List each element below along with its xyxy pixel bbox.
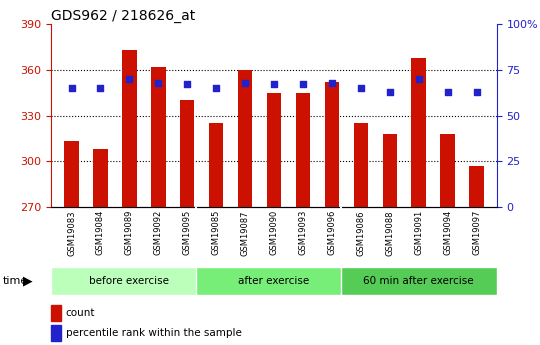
Bar [325,82,339,207]
Point [299,82,307,87]
Text: GSM19094: GSM19094 [443,210,452,255]
Point [414,76,423,82]
Point [183,82,192,87]
Point [96,85,105,91]
Text: before exercise: before exercise [90,276,170,286]
Point [270,82,279,87]
Bar [64,141,79,207]
Point [125,76,134,82]
Bar [209,123,224,207]
Text: GSM19089: GSM19089 [125,210,134,255]
Text: GSM19086: GSM19086 [356,210,366,256]
Bar [411,58,426,207]
Text: after exercise: after exercise [239,276,309,286]
Text: time: time [3,276,28,286]
Text: GSM19083: GSM19083 [67,210,76,256]
Text: GSM19096: GSM19096 [327,210,336,255]
Text: GSM19084: GSM19084 [96,210,105,255]
Bar [122,50,137,207]
Text: percentile rank within the sample: percentile rank within the sample [65,328,241,338]
Bar [180,100,194,207]
Text: GSM19091: GSM19091 [414,210,423,255]
Text: GSM19090: GSM19090 [269,210,279,255]
Bar [296,93,310,207]
Point [241,80,249,86]
Bar [441,134,455,207]
Point [443,89,452,95]
Point [356,85,365,91]
FancyBboxPatch shape [341,267,497,295]
Bar [267,93,281,207]
Bar [51,305,61,321]
FancyBboxPatch shape [51,267,207,295]
Text: 60 min after exercise: 60 min after exercise [363,276,474,286]
FancyBboxPatch shape [196,267,352,295]
Text: GSM19085: GSM19085 [212,210,221,255]
Bar [469,166,484,207]
Text: GDS962 / 218626_at: GDS962 / 218626_at [51,9,195,23]
Point [472,89,481,95]
Bar [382,134,397,207]
Text: GSM19095: GSM19095 [183,210,192,255]
Point [154,80,163,86]
Bar [354,123,368,207]
Point [212,85,220,91]
Bar [151,67,166,207]
Text: GSM19092: GSM19092 [154,210,163,255]
Bar [93,149,107,207]
Text: GSM19087: GSM19087 [241,210,249,256]
Bar [238,70,252,207]
Point [328,80,336,86]
Text: ▶: ▶ [23,275,32,288]
Text: GSM19088: GSM19088 [385,210,394,256]
Point [67,85,76,91]
Text: GSM19097: GSM19097 [472,210,481,255]
Text: GSM19093: GSM19093 [299,210,307,255]
Point [386,89,394,95]
Bar [51,325,61,341]
Text: count: count [65,308,95,318]
